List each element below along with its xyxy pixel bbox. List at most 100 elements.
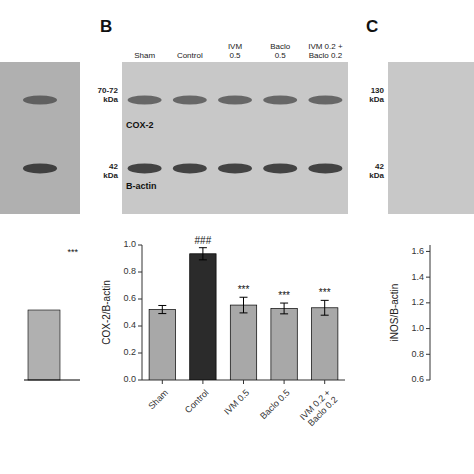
text-line: 0.5 [275, 51, 287, 60]
blot-band [308, 96, 342, 105]
text-line: Baclo 0.5 [258, 388, 292, 422]
error-cap [199, 247, 207, 248]
partial-bar-panel: *** [24, 247, 80, 380]
lane-label: Control [177, 51, 203, 60]
y-tick [426, 302, 430, 303]
y-tick [138, 353, 142, 354]
text-line: kDa [369, 171, 384, 180]
blot-background [388, 62, 474, 214]
error-line [202, 248, 203, 260]
text-line: kDa [103, 95, 118, 104]
text-line: Baclo 0.2 [309, 51, 343, 60]
y-tick-label: 1.6 [411, 246, 424, 256]
background [0, 0, 474, 474]
error-cap [158, 305, 166, 306]
lane-label: IVM 0.2 +Baclo 0.2 [308, 42, 343, 60]
x-tick-label: Sham [147, 388, 171, 412]
y-tick-label: 1.4 [411, 272, 424, 282]
text-line: IVM [228, 42, 243, 51]
lane-label: IVM0.5 [228, 42, 243, 60]
bar [149, 310, 175, 380]
band-label: COX-2 [126, 120, 154, 130]
error-line [324, 300, 325, 315]
y-tick-label: 0.8 [411, 349, 424, 359]
text-line: kDa [103, 171, 118, 180]
text-line: Control [177, 51, 203, 60]
panel-label: C [366, 17, 378, 36]
error-line [284, 303, 285, 314]
significance-label: ### [195, 235, 212, 246]
text-line: Sham [134, 51, 155, 60]
lane-label: Baclo0.5 [270, 42, 291, 60]
text-line: 130 [371, 86, 385, 95]
x-tick-label: IVM 0.2 +Baclo 0.2 [298, 388, 339, 429]
figure: ***ShamControlIVM0.5Baclo0.5IVM 0.2 +Bac… [0, 0, 474, 474]
error-cap [199, 259, 207, 260]
significance-label: *** [238, 284, 250, 295]
y-tick [426, 380, 430, 381]
y-tick-label: 0.6 [123, 293, 136, 303]
text-line: 70-72 [98, 86, 119, 95]
y-axis-label: COX-2/B-actin [101, 280, 112, 344]
error-bar [240, 297, 248, 313]
blot-band [263, 163, 297, 173]
partial-bar [28, 310, 60, 380]
kda-label: 42kDa [369, 162, 384, 180]
error-bar [199, 248, 207, 260]
blot [0, 62, 80, 214]
y-tick-label: 0.2 [123, 347, 136, 357]
blot-band [218, 163, 252, 173]
blot-band [308, 163, 342, 173]
y-tick [138, 380, 142, 381]
labels: Sham###Control***IVM 0.5***Baclo 0.5***I… [147, 235, 340, 430]
bar [312, 308, 338, 380]
blot-band [128, 96, 162, 105]
blot-band [218, 96, 252, 105]
text-line: 42 [375, 162, 384, 171]
kda-label: 42kDa [103, 162, 118, 180]
blot [388, 62, 474, 214]
text-line: Baclo 0.2 [306, 395, 340, 429]
blot-band [128, 163, 162, 173]
text-line: IVM 0.2 + [308, 42, 343, 51]
bar [271, 308, 297, 380]
y-tick [138, 245, 142, 246]
x-tick [243, 380, 244, 384]
error-cap [280, 303, 288, 304]
panel: 130kDa42kDaC0.60.81.01.21.41.6iNOS/B-act… [366, 17, 474, 384]
x-tick [284, 380, 285, 384]
error-line [162, 305, 163, 313]
text-line: kDa [369, 95, 384, 104]
error-bar [280, 303, 288, 314]
error-cap [158, 313, 166, 314]
lane-label: Sham [134, 51, 155, 60]
y-tick-label: 0.6 [411, 374, 424, 384]
error-bar [158, 305, 166, 313]
baseline [24, 380, 80, 381]
significance-label: *** [319, 287, 331, 298]
y-tick [138, 326, 142, 327]
blot-background [122, 62, 348, 214]
blot: ShamControlIVM0.5Baclo0.5IVM 0.2 +Baclo … [122, 42, 348, 214]
text-line: 0.5 [229, 51, 241, 60]
y-tick-label: 1.0 [411, 323, 424, 333]
kda-label: 70-72kDa [98, 86, 119, 104]
band-label: B-actin [126, 181, 157, 191]
x-tick [324, 380, 325, 384]
panel: *** [0, 62, 80, 380]
text-line: IVM 0.5 [222, 388, 251, 417]
text-line: Sham [147, 388, 171, 412]
y-tick [138, 299, 142, 300]
blot-band [23, 163, 57, 173]
bar [230, 305, 256, 380]
error-cap [321, 315, 329, 316]
error-cap [321, 300, 329, 301]
y-tick [426, 354, 430, 355]
blot-band [23, 96, 57, 105]
blot-band [173, 96, 207, 105]
text-line: Control [183, 388, 211, 416]
blot-band [173, 163, 207, 173]
error-bar [321, 300, 329, 315]
annotation: *** [67, 247, 78, 257]
y-tick-label: 0.0 [123, 374, 136, 384]
